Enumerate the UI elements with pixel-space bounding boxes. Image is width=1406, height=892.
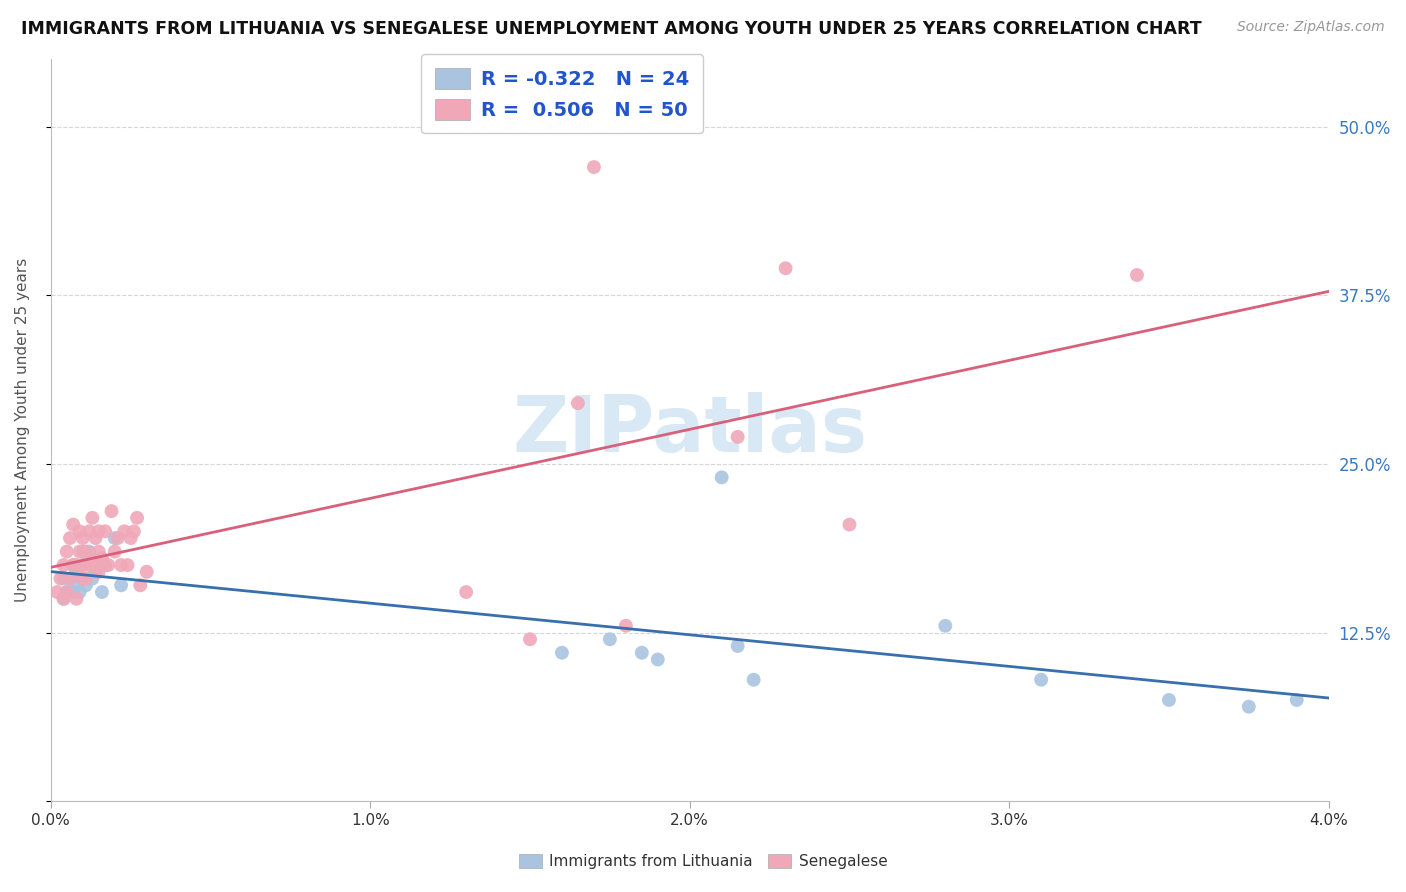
Point <box>52 558 75 572</box>
Point <box>582 160 605 174</box>
Point <box>65 558 87 572</box>
Point <box>630 646 652 660</box>
Point <box>1237 699 1260 714</box>
Point <box>75 544 97 558</box>
Point <box>72 558 94 572</box>
Point <box>112 524 135 539</box>
Point <box>52 591 75 606</box>
Point <box>69 524 91 539</box>
Point <box>1285 693 1308 707</box>
Point <box>52 591 75 606</box>
Point <box>87 565 110 579</box>
Point <box>127 511 149 525</box>
Point <box>87 544 110 558</box>
Point <box>65 565 87 579</box>
Point <box>120 531 142 545</box>
Point <box>104 531 127 545</box>
Point <box>62 585 84 599</box>
Point <box>110 558 132 572</box>
Point <box>91 585 114 599</box>
Point <box>75 572 97 586</box>
Point <box>110 578 132 592</box>
Point <box>519 632 541 647</box>
Point <box>775 261 797 276</box>
Point <box>72 572 94 586</box>
Point <box>87 558 110 572</box>
Point <box>62 558 84 572</box>
Point <box>84 531 107 545</box>
Point <box>727 430 749 444</box>
Point <box>710 470 733 484</box>
Legend: Immigrants from Lithuania, Senegalese: Immigrants from Lithuania, Senegalese <box>513 848 893 875</box>
Point <box>614 619 637 633</box>
Point <box>56 544 79 558</box>
Point <box>1157 693 1180 707</box>
Text: ZIPatlas: ZIPatlas <box>512 392 868 468</box>
Text: Source: ZipAtlas.com: Source: ZipAtlas.com <box>1237 20 1385 34</box>
Point <box>82 511 104 525</box>
Point <box>59 572 82 586</box>
Point <box>94 524 117 539</box>
Point <box>56 585 79 599</box>
Point <box>934 619 956 633</box>
Point <box>97 558 120 572</box>
Point <box>72 544 94 558</box>
Point <box>65 578 87 592</box>
Point <box>551 646 574 660</box>
Point <box>94 558 117 572</box>
Point <box>104 544 127 558</box>
Point <box>87 524 110 539</box>
Point <box>107 531 129 545</box>
Point <box>838 517 860 532</box>
Point <box>456 585 478 599</box>
Point <box>77 558 100 572</box>
Point <box>82 551 104 566</box>
Point <box>72 558 94 572</box>
Point <box>52 572 75 586</box>
Point <box>56 585 79 599</box>
Point <box>62 517 84 532</box>
Point <box>62 558 84 572</box>
Point <box>727 639 749 653</box>
Point <box>69 585 91 599</box>
Point <box>100 504 122 518</box>
Point <box>77 544 100 558</box>
Point <box>82 572 104 586</box>
Point <box>65 591 87 606</box>
Point <box>117 558 139 572</box>
Point <box>647 652 669 666</box>
Point <box>72 531 94 545</box>
Point <box>742 673 765 687</box>
Text: IMMIGRANTS FROM LITHUANIA VS SENEGALESE UNEMPLOYMENT AMONG YOUTH UNDER 25 YEARS : IMMIGRANTS FROM LITHUANIA VS SENEGALESE … <box>21 20 1202 37</box>
Point <box>49 572 72 586</box>
Point <box>599 632 621 647</box>
Point <box>1126 268 1149 282</box>
Point <box>75 578 97 592</box>
Point <box>72 572 94 586</box>
Point <box>77 524 100 539</box>
Point <box>91 551 114 566</box>
Point <box>567 396 589 410</box>
Legend: R = -0.322   N = 24, R =  0.506   N = 50: R = -0.322 N = 24, R = 0.506 N = 50 <box>420 54 703 134</box>
Point <box>69 544 91 558</box>
Point <box>59 531 82 545</box>
Point <box>1031 673 1053 687</box>
Point <box>135 565 157 579</box>
Point <box>94 558 117 572</box>
Point <box>46 585 69 599</box>
Point <box>59 572 82 586</box>
Point <box>84 565 107 579</box>
Point <box>129 578 152 592</box>
Y-axis label: Unemployment Among Youth under 25 years: Unemployment Among Youth under 25 years <box>15 258 30 602</box>
Point <box>122 524 145 539</box>
Point <box>84 558 107 572</box>
